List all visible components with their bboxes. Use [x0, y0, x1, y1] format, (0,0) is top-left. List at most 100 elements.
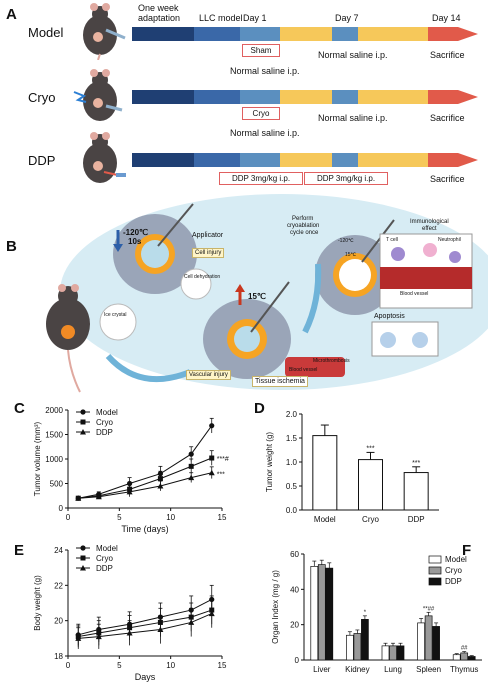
x-tick-label: 0 — [66, 661, 71, 670]
timeline-label-llc: LLC model — [199, 13, 243, 23]
organ-index-chart: 0 20 40 60 Organ Index (mg / g) Liver Kidney Lu… — [271, 550, 482, 674]
legend-label-ddp: DDP — [96, 428, 113, 437]
segment-treat2 — [358, 90, 428, 104]
vascular-injury-tag: Vascular injury — [186, 370, 231, 380]
panel-f-label: F — [462, 542, 472, 559]
series-line-cryo — [78, 457, 212, 499]
segment-treat — [280, 90, 332, 104]
group-label-cryo: Cryo — [28, 90, 56, 105]
y-tick-label: 0.0 — [286, 506, 298, 515]
y-tick-label: 22 — [54, 581, 63, 590]
x-tick-label: 15 — [218, 661, 227, 670]
y-tick-label: 60 — [290, 550, 299, 559]
applicator-label: Applicator — [192, 232, 224, 239]
x-tick-label: 10 — [166, 661, 175, 670]
legend-marker — [80, 419, 86, 425]
panel-e: E 0 5 10 15 18 20 22 24 Days Body weight (g) Model… — [0, 542, 244, 685]
segment-sacrifice-arrow — [428, 153, 478, 167]
tissue-ischemia-tag: Tissue ischemia — [252, 376, 308, 387]
data-point-ddp — [75, 635, 82, 641]
legend-marker — [80, 409, 86, 415]
panel-a: A Model Cryo DDP One week adaptation LLC… — [0, 0, 488, 190]
timeline-label-day14: Day 14 — [432, 13, 461, 23]
cell-injury-tag: Cell injury — [192, 248, 225, 258]
ddp-sacrifice: Sacrifice — [430, 174, 465, 184]
warm-temp: 15℃ — [248, 292, 266, 301]
legend-swatch-cryo — [428, 566, 442, 575]
ddp-box-day7: DDP 3mg/kg i.p. — [304, 172, 388, 185]
neutrophil-label: Neutrophil — [438, 237, 461, 243]
segment-day7 — [332, 90, 358, 104]
segment-sacrifice-arrow — [428, 90, 478, 104]
effect-label: effect — [422, 226, 437, 232]
cryoablation-label: cryoablation — [287, 223, 320, 229]
data-point-ddp — [208, 610, 215, 617]
cryo-day7-saline: Normal saline i.p. — [318, 113, 388, 123]
significance-ddp: *** — [217, 472, 225, 479]
sham-box: Sham — [242, 44, 280, 57]
segment-day1 — [240, 153, 280, 167]
cold-time: 10s — [128, 237, 142, 246]
panel-f: F 0 20 40 60 Organ Index (mg / g) Liver Kidney… — [244, 542, 488, 685]
series-line-model — [78, 599, 212, 636]
legend-label-cryo: Cryo — [445, 566, 462, 575]
segment-sacrifice-arrow — [428, 27, 478, 41]
timeline-label-day1: Day 1 — [243, 13, 267, 23]
data-point-ddp — [95, 633, 102, 640]
series-line-cryo — [78, 609, 212, 638]
legend-label-cryo: Cryo — [96, 554, 113, 563]
y-tick-label: 0 — [295, 656, 300, 665]
bar-lung-cryo — [389, 645, 397, 661]
segment-llc — [194, 90, 240, 104]
y-tick-label: 20 — [54, 617, 63, 626]
legend-label-model: Model — [96, 408, 118, 417]
series-line-model — [78, 425, 213, 499]
panel-e-label: E — [14, 542, 25, 559]
x-tick-label: Kidney — [345, 665, 369, 674]
x-tick-label: 5 — [117, 661, 122, 670]
x-axis-label: Days — [135, 672, 156, 682]
blood-vessel-label-2: Blood vessel — [400, 291, 429, 297]
legend-marker — [80, 555, 86, 561]
group-label-model: Model — [28, 25, 64, 40]
cell-dehydration-label: Cell dehydration — [184, 274, 221, 280]
microthrombosis-label: Microthrombosis — [313, 358, 350, 364]
y-tick-label: 1000 — [45, 455, 63, 464]
bar-spleen-model — [417, 622, 425, 661]
series-line-ddp — [78, 472, 212, 499]
significance-cryo: ***# — [217, 456, 229, 463]
cryo-box: Cryo — [242, 107, 280, 120]
y-tick-label: 1.5 — [286, 434, 298, 443]
panel-d-label: D — [254, 400, 265, 417]
bar-lung-model — [381, 645, 390, 661]
bar-thymus-model — [452, 654, 461, 661]
y-axis-label: Organ Index (mg / g) — [271, 570, 280, 644]
blood-vessel-label: Blood vessel — [289, 367, 318, 373]
timeline-label-adaptation: adaptation — [138, 13, 181, 23]
y-tick-label: 2000 — [45, 406, 63, 415]
y-tick-label: 1.0 — [286, 458, 298, 467]
cycle-warm-temp: 15℃ — [345, 252, 357, 258]
x-tick-label: Liver — [313, 665, 331, 674]
segment-day1 — [240, 27, 280, 41]
tumor-volume-chart: 0 5 10 15 0 500 1000 1500 2000 Time (days) Tumor v… — [33, 406, 229, 534]
series-line-ddp — [78, 613, 212, 639]
segment-day1 — [240, 90, 280, 104]
legend-label-ddp: DDP — [445, 577, 462, 586]
model-sacrifice: Sacrifice — [430, 50, 465, 60]
y-tick-label: 20 — [290, 621, 299, 630]
x-tick-label: Cryo — [362, 515, 379, 524]
data-point-cryo — [157, 476, 163, 482]
segment-adaptation — [132, 153, 194, 167]
data-point-cryo — [188, 463, 194, 469]
cold-temp: -120℃ — [123, 228, 148, 237]
segment-treat2 — [358, 153, 428, 167]
x-tick-label: DDP — [408, 515, 425, 524]
panel-c-label: C — [14, 400, 25, 417]
y-tick-label: 0.5 — [286, 482, 298, 491]
bar-thymus-cryo — [460, 652, 469, 661]
x-tick-label: 5 — [117, 513, 122, 522]
bar-spleen-ddp — [432, 626, 440, 661]
x-tick-label: Spleen — [416, 665, 441, 674]
perform-label: Perform — [292, 216, 314, 222]
